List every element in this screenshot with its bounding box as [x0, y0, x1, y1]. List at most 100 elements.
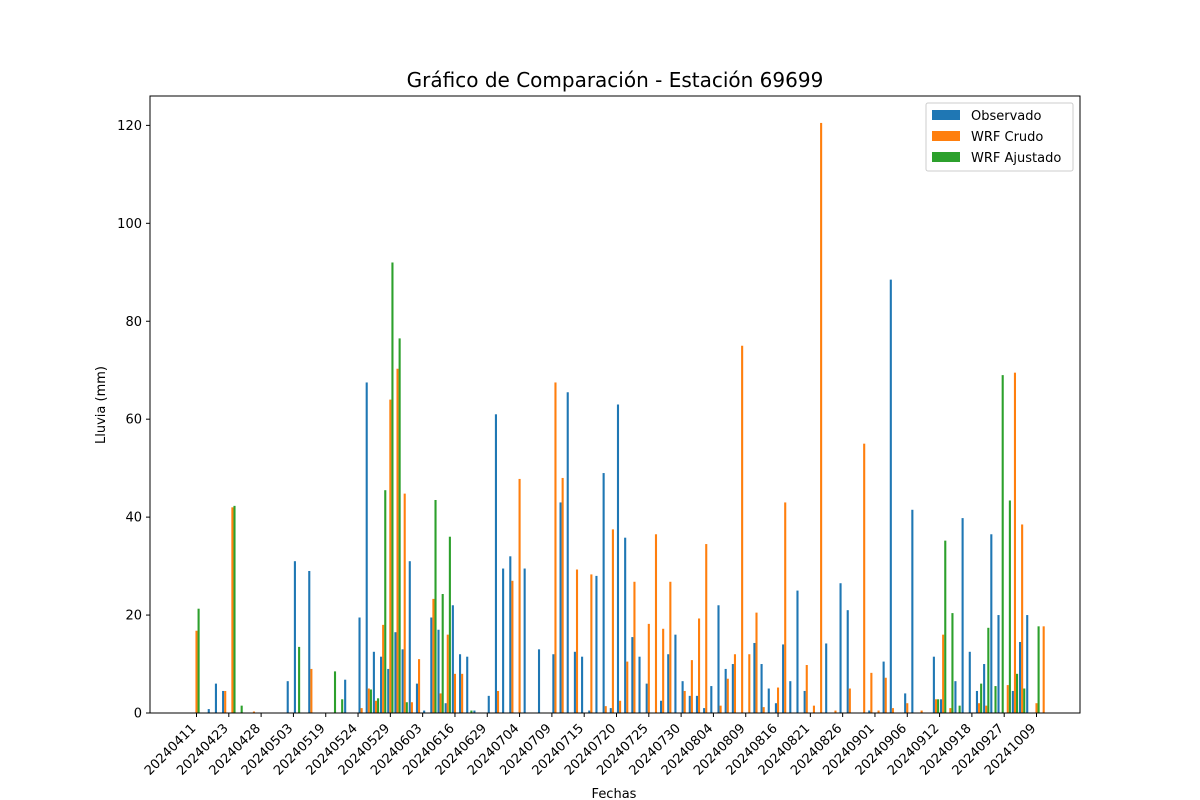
- bar-wrf-ajustado-19: [333, 671, 337, 713]
- bar-wrf-ajustado-104: [944, 540, 947, 713]
- bar-observado-13: [286, 681, 289, 713]
- bar-wrf-crudo-65: [662, 628, 665, 713]
- bar-wrf-ajustado-25: [377, 698, 380, 713]
- y-tick-label: 60: [125, 413, 142, 428]
- bar-wrf-crudo-58: [611, 529, 614, 713]
- bar-wrf-crudo-45: [518, 478, 521, 713]
- bar-wrf-crudo-87: [820, 122, 823, 714]
- bar-observado-83: [789, 681, 792, 713]
- legend: Observado WRF Crudo WRF Ajustado: [925, 102, 1074, 172]
- bar-wrf-crudo-85: [805, 665, 808, 713]
- bar-wrf-crudo-55: [590, 574, 593, 713]
- bar-wrf-crudo-110: [985, 705, 988, 713]
- legend-box: [925, 102, 1074, 172]
- bar-wrf-crudo-71: [705, 544, 708, 713]
- y-tick-label: 100: [117, 217, 142, 232]
- bar-wrf-crudo-53: [575, 569, 579, 713]
- bar-observado-68: [681, 681, 684, 713]
- bar-wrf-crudo-101: [920, 710, 923, 713]
- bar-observado-27: [387, 668, 390, 713]
- bar-observado-39: [473, 710, 476, 713]
- bar-observado-65: [660, 700, 663, 713]
- bar-observado-24: [365, 382, 368, 713]
- bar-wrf-ajustado-29: [405, 702, 408, 713]
- bar-wrf-ajustado-33: [434, 499, 437, 713]
- bar-observado-112: [997, 615, 1000, 713]
- bar-wrf-crudo-37: [461, 673, 464, 713]
- bar-observado-30: [408, 561, 411, 713]
- bar-observado-46: [523, 568, 526, 713]
- bar-observado-72: [710, 686, 713, 713]
- bar-wrf-crudo-97: [891, 708, 894, 713]
- bar-observado-69: [688, 695, 691, 713]
- bar-observado-85: [803, 690, 806, 713]
- bar-wrf-crudo-50: [554, 382, 557, 713]
- bar-wrf-crudo-4: [224, 690, 227, 713]
- bar-wrf-crudo-42: [496, 690, 500, 713]
- bar-observado-62: [638, 656, 641, 713]
- y-axis-label: Lluvia (mm): [94, 366, 109, 444]
- bar-wrf-ajustado-35: [448, 536, 451, 713]
- bar-observado-48: [537, 649, 541, 713]
- bar-wrf-crudo-86: [812, 705, 815, 713]
- bar-observado-63: [645, 683, 648, 713]
- bar-wrf-ajustado-26: [384, 490, 387, 713]
- bar-wrf-ajustado-115: [1023, 688, 1026, 713]
- bar-wrf-crudo-94: [870, 672, 873, 713]
- bar-observado-54: [581, 656, 584, 713]
- bar-observado-2: [207, 709, 210, 713]
- bar-observado-110: [983, 664, 986, 713]
- bar-observado-41: [487, 695, 490, 713]
- bar-wrf-ajustado-14: [298, 646, 301, 713]
- bar-wrf-crudo-105: [949, 708, 952, 713]
- bar-observado-71: [703, 708, 706, 713]
- bar-observado-35: [444, 703, 447, 713]
- bar-wrf-crudo-118: [1042, 626, 1045, 713]
- bar-observado-55: [588, 710, 591, 713]
- legend-swatch-observado: [932, 110, 960, 120]
- bar-wrf-crudo-93: [863, 443, 866, 713]
- bar-wrf-ajustado-5: [233, 505, 236, 713]
- bar-observado-16: [308, 570, 311, 713]
- bar-observado-52: [566, 392, 569, 713]
- bar-observado-106: [954, 681, 957, 713]
- bar-wrf-crudo-26: [382, 624, 385, 713]
- bar-observado-107: [961, 518, 964, 713]
- bar-wrf-crudo-34: [439, 693, 442, 713]
- bar-observado-70: [695, 695, 699, 713]
- bar-wrf-crudo-82: [784, 502, 787, 713]
- bar-wrf-crudo-5: [231, 507, 234, 713]
- bar-wrf-crudo-79: [762, 707, 765, 713]
- bar-observado-59: [616, 404, 620, 713]
- bar-observado-60: [624, 537, 627, 713]
- bar-observado-44: [509, 556, 512, 713]
- bar-observado-33: [430, 617, 433, 713]
- bar-observado-74: [724, 668, 727, 713]
- bar-wrf-crudo-59: [619, 700, 622, 713]
- bar-observado-21: [344, 679, 347, 713]
- bar-observado-56: [595, 575, 598, 713]
- bar-wrf-crudo-16: [310, 668, 313, 713]
- bar-wrf-crudo-33: [432, 598, 435, 713]
- bar-wrf-ajustado-24: [369, 689, 372, 713]
- bar-wrf-crudo-77: [748, 654, 751, 713]
- bar-observado-23: [358, 617, 361, 713]
- bar-observado-57: [602, 473, 605, 713]
- bar-wrf-ajustado-6: [240, 705, 243, 713]
- bar-wrf-ajustado-105: [951, 613, 954, 713]
- bar-observado-29: [401, 649, 404, 713]
- bar-observado-50: [552, 654, 555, 713]
- bar-wrf-ajustado-114: [1016, 673, 1019, 713]
- bar-wrf-crudo-91: [848, 688, 851, 713]
- bar-wrf-ajustado-117: [1037, 626, 1040, 713]
- bar-wrf-crudo-51: [561, 477, 564, 713]
- bar-observado-99: [904, 693, 907, 713]
- bar-observado-94: [868, 710, 871, 713]
- bar-observado-109: [975, 690, 979, 713]
- bar-wrf-crudo-66: [669, 581, 672, 713]
- bar-observado-25: [372, 651, 375, 713]
- bar-wrf-crudo-109: [978, 703, 981, 713]
- bar-observado-91: [846, 610, 849, 713]
- bar-wrf-ajustado-0: [197, 608, 200, 713]
